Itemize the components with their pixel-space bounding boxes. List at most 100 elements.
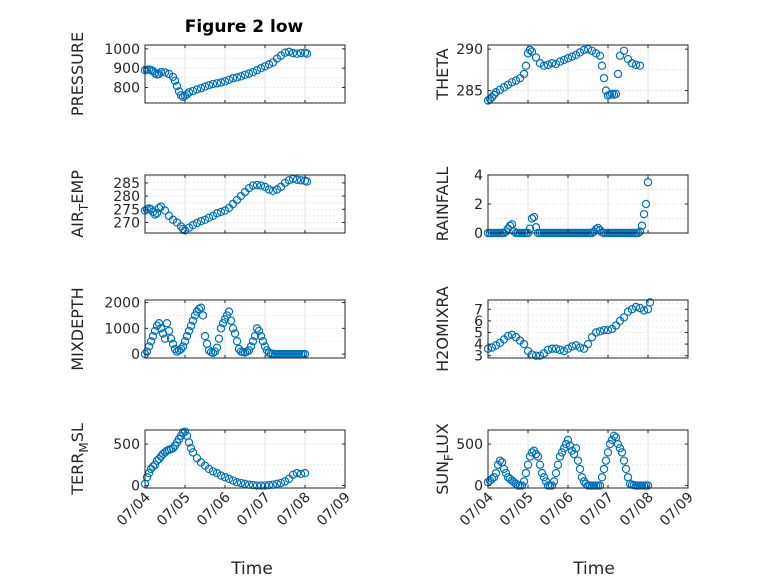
panel-6-data-point	[150, 460, 160, 469]
panel-0-data-point	[296, 48, 306, 58]
panel-5-data-point	[595, 327, 605, 336]
panel-7-data-point	[573, 456, 583, 465]
panel-5-data-point	[639, 306, 649, 315]
panel-7-data-point	[547, 481, 557, 490]
panel-2-data-point	[196, 216, 206, 226]
panel-0-data-point	[216, 78, 226, 87]
panel-4-data-point	[248, 337, 258, 346]
panel-1-data-point	[583, 44, 593, 54]
panel-0-data-point	[200, 82, 210, 91]
panel-4-data-point	[184, 326, 194, 336]
panel-4-data-point	[186, 321, 196, 330]
panel-6-data-point	[260, 481, 270, 490]
panel-1-data-point	[579, 45, 589, 55]
panel-0-y-tick-label: 1000	[104, 42, 140, 58]
panel-4-y-tick-label: 1000	[104, 321, 140, 337]
panel-7-data-point	[517, 481, 527, 490]
panel-4-data-point	[188, 316, 198, 325]
panel-7-data-point	[605, 439, 615, 449]
panel-4-data-point	[224, 307, 234, 316]
panel-6-x-tick-label: 07/06	[194, 489, 234, 529]
panel-0-data-point	[204, 81, 214, 90]
panel-4-data-point	[226, 316, 236, 325]
panel-6-x-tick-label: 07/09	[314, 490, 354, 530]
panel-1-data-point	[597, 61, 607, 70]
panel-7-data-point	[613, 439, 623, 449]
panel-0-data-point	[212, 79, 222, 88]
panel-7-x-tick-label: 07/05	[497, 490, 537, 530]
panel-0-data-point	[288, 48, 298, 58]
panel-7-data-point	[551, 468, 561, 478]
panel-6-data-point	[142, 473, 152, 482]
panel-3-y-tick-label: 0	[474, 226, 483, 242]
panel-3-data-point	[639, 209, 649, 219]
panel-6-data-point	[300, 468, 310, 478]
panel-0-data-point	[170, 76, 180, 85]
panel-4-axes-frame	[144, 299, 346, 359]
panel-7-data-point	[523, 460, 533, 469]
pressure-panel: 800 900 1000 PRESSURE	[68, 32, 346, 116]
panel-6-data-point	[168, 444, 178, 453]
panel-5-y-tick-label: 6	[474, 314, 483, 330]
panel-2-data-point	[248, 181, 258, 190]
panel-7-data-point	[609, 431, 619, 440]
panel-2-data-point	[302, 177, 312, 186]
panel-4-data-point	[194, 304, 204, 314]
panel-7-data-point	[603, 448, 613, 457]
panel-1-y-tick-label: 285	[456, 84, 483, 100]
panel-5-data-point	[603, 325, 613, 335]
panel-6-data-point	[188, 448, 198, 457]
panel-4-data-point	[214, 334, 224, 343]
panel-4-data-point	[182, 331, 192, 341]
x-axis-label-left: Time	[230, 559, 273, 579]
panel-7-data-point	[553, 460, 563, 469]
panel-7-data-point	[597, 473, 607, 482]
panel-3-data-point	[505, 221, 515, 230]
panel-4-data-point	[228, 324, 238, 333]
panel-1-data-point	[631, 60, 641, 70]
panel-6-y-tick-label: 500	[113, 437, 140, 453]
panel-1-data-point	[519, 69, 529, 79]
panel-2-data-point	[200, 215, 210, 225]
panel-4-data-point	[252, 324, 262, 333]
panel-0-data-point	[176, 91, 186, 100]
panel-2-data-point	[264, 185, 274, 194]
panel-0-data-point	[196, 83, 206, 93]
x-axis-label-right: Time	[572, 559, 615, 579]
panel-0-y-tick-label: 800	[113, 81, 140, 97]
panel-0-data-point	[192, 85, 202, 94]
panel-1-data-point	[547, 59, 557, 68]
panel-5-data-point	[543, 345, 553, 355]
panel-7-data-point	[521, 468, 531, 478]
panel-4-data-point	[154, 319, 164, 328]
panel-7-data-point	[491, 468, 501, 478]
panel-2-data-point	[212, 209, 222, 218]
panel-0-axes-frame	[144, 44, 346, 104]
panel-1-data-point	[613, 69, 623, 79]
panel-2-data-point	[252, 180, 262, 190]
rainfall-panel: 0 2 4 RAINFALL	[433, 167, 689, 242]
panel-7-data-point	[617, 448, 627, 457]
panel-4-y-axis-label: MIXDEPTH	[68, 287, 87, 370]
panel-0-y-axis-label: PRESSURE	[68, 32, 87, 116]
panel-2-y-tick-label: 280	[113, 189, 140, 205]
panel-4-data-point	[230, 329, 240, 338]
panel-4-data-point	[198, 311, 208, 320]
panel-4-data-point	[176, 344, 186, 354]
panel-2-data-point	[284, 176, 294, 185]
panel-6-data-point	[232, 478, 242, 487]
panel-0-y-tick-label: 900	[113, 61, 140, 77]
panel-5-data-point	[551, 344, 561, 353]
panel-7-plot-area	[488, 430, 688, 488]
panel-4-data-point	[168, 339, 178, 349]
mixdepth-panel: 0 1000 2000 MIXDEPTH	[68, 287, 346, 371]
panel-5-data-point	[631, 302, 641, 312]
panel-3-y-tick-label: 2	[474, 197, 483, 213]
panel-2-data-point	[192, 218, 202, 228]
panel-3-data-point	[643, 178, 653, 187]
panel-6-data-point	[148, 462, 158, 471]
panel-0-data-point	[150, 68, 160, 78]
panel-7-data-point	[561, 439, 571, 449]
panel-2-y-tick-label: 270	[113, 215, 140, 231]
panel-5-data-point	[531, 351, 541, 360]
